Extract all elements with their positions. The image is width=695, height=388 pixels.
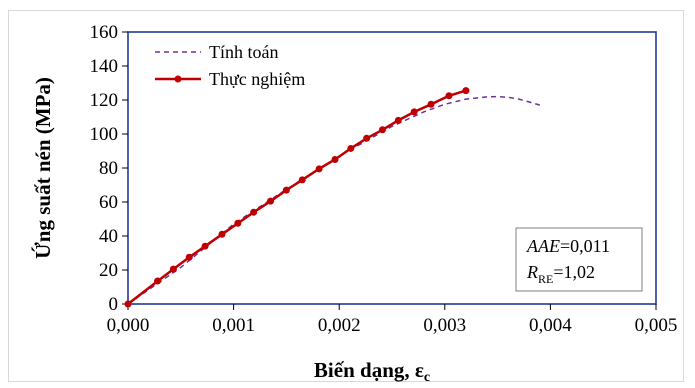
data-point-thuc-nghiem [282,186,290,194]
data-point-thuc-nghiem [234,219,242,227]
stats-aae-value: =0,011 [560,236,610,256]
stats-aae-label: AAE [526,236,560,256]
data-point-thuc-nghiem [298,176,306,184]
data-point-thuc-nghiem [378,126,386,134]
x-axis-title-sub: c [424,370,430,385]
y-tick-label: 20 [99,260,118,281]
data-point-thuc-nghiem [410,108,418,116]
stats-rre: RRE=1,02 [526,262,595,286]
x-axis-title: Biến dạng, εc [314,358,430,385]
data-point-thuc-nghiem [331,156,339,163]
y-tick-label: 100 [90,124,119,145]
data-point-thuc-nghiem [315,165,323,173]
x-tick-label: 0,003 [423,315,466,336]
data-point-thuc-nghiem [445,92,453,100]
stats-aae: AAE=0,011 [526,236,610,256]
stats-box [515,227,643,292]
legend-marker-thuc-nghiem [174,75,182,83]
data-point-thuc-nghiem [462,87,470,95]
legend-label-tinh-toan: Tính toán [209,42,279,62]
stats-rre-label: R [526,262,538,282]
y-tick-label: 120 [90,90,119,111]
legend-label-thuc-nghiem: Thực nghiệm [209,69,305,89]
y-axis-title: Ứng suất nén (MPa) [31,77,55,259]
y-tick-label: 140 [90,56,119,77]
x-tick-label: 0,002 [318,315,361,336]
legend: Tính toán Thực nghiệm [155,42,305,89]
data-point-thuc-nghiem [124,300,132,308]
x-tick-label: 0,005 [635,315,678,336]
data-point-thuc-nghiem [250,208,258,216]
y-tick-label: 160 [90,22,119,43]
data-point-thuc-nghiem [201,242,209,250]
data-point-thuc-nghiem [363,134,371,142]
data-point-thuc-nghiem [154,277,162,285]
stats-annotation: AAE=0,011 RRE=1,02 [515,227,643,292]
stats-rre-sub: RE [538,272,553,286]
data-point-thuc-nghiem [427,100,435,108]
x-tick-label: 0,004 [529,315,572,336]
stats-rre-value: =1,02 [553,262,595,282]
y-tick-label: 40 [99,226,118,247]
data-point-thuc-nghiem [267,197,275,205]
y-tick-label: 80 [99,158,118,179]
x-tick-label: 0,001 [212,315,255,336]
data-point-thuc-nghiem [169,265,177,273]
y-tick-label: 60 [99,192,118,213]
data-point-thuc-nghiem [347,144,355,152]
y-tick-label: 0 [109,294,119,315]
data-point-thuc-nghiem [185,253,193,261]
data-point-thuc-nghiem [394,116,402,124]
x-axis-title-main: Biến dạng, ε [314,358,424,382]
x-tick-label: 0,000 [107,315,150,336]
data-point-thuc-nghiem [218,230,226,238]
